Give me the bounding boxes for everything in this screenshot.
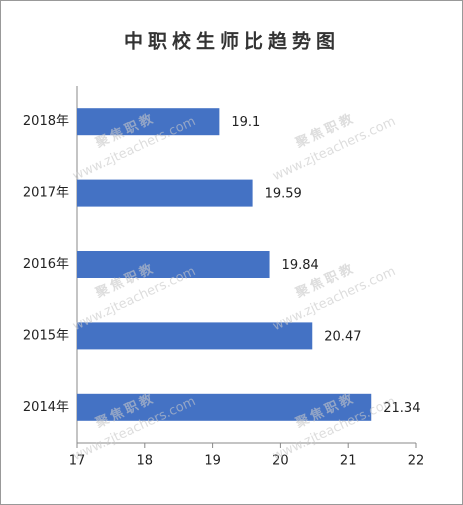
bar: [77, 179, 253, 207]
x-tick-label: 19: [204, 454, 221, 469]
y-tick-label: 2018年: [23, 114, 69, 129]
y-tick-label: 2016年: [23, 257, 69, 272]
x-tick-label: 21: [340, 454, 357, 469]
value-label: 19.84: [282, 258, 319, 273]
value-label: 21.34: [383, 401, 420, 416]
y-tick-label: 2017年: [23, 186, 69, 201]
x-tick-label: 17: [69, 454, 86, 469]
value-label: 20.47: [324, 329, 361, 344]
y-tick-label: 2015年: [23, 328, 69, 343]
chart-title: 中职校生师比趋势图: [124, 30, 340, 53]
x-tick-label: 18: [137, 454, 154, 469]
bar: [77, 251, 270, 278]
x-tick-label: 20: [272, 454, 289, 469]
value-label: 19.1: [231, 115, 260, 130]
x-tick-label: 22: [408, 454, 425, 469]
y-tick-label: 2014年: [23, 400, 69, 415]
bar: [77, 322, 313, 350]
value-label: 19.59: [265, 187, 302, 202]
bar: [77, 393, 372, 421]
bar: [77, 108, 220, 136]
